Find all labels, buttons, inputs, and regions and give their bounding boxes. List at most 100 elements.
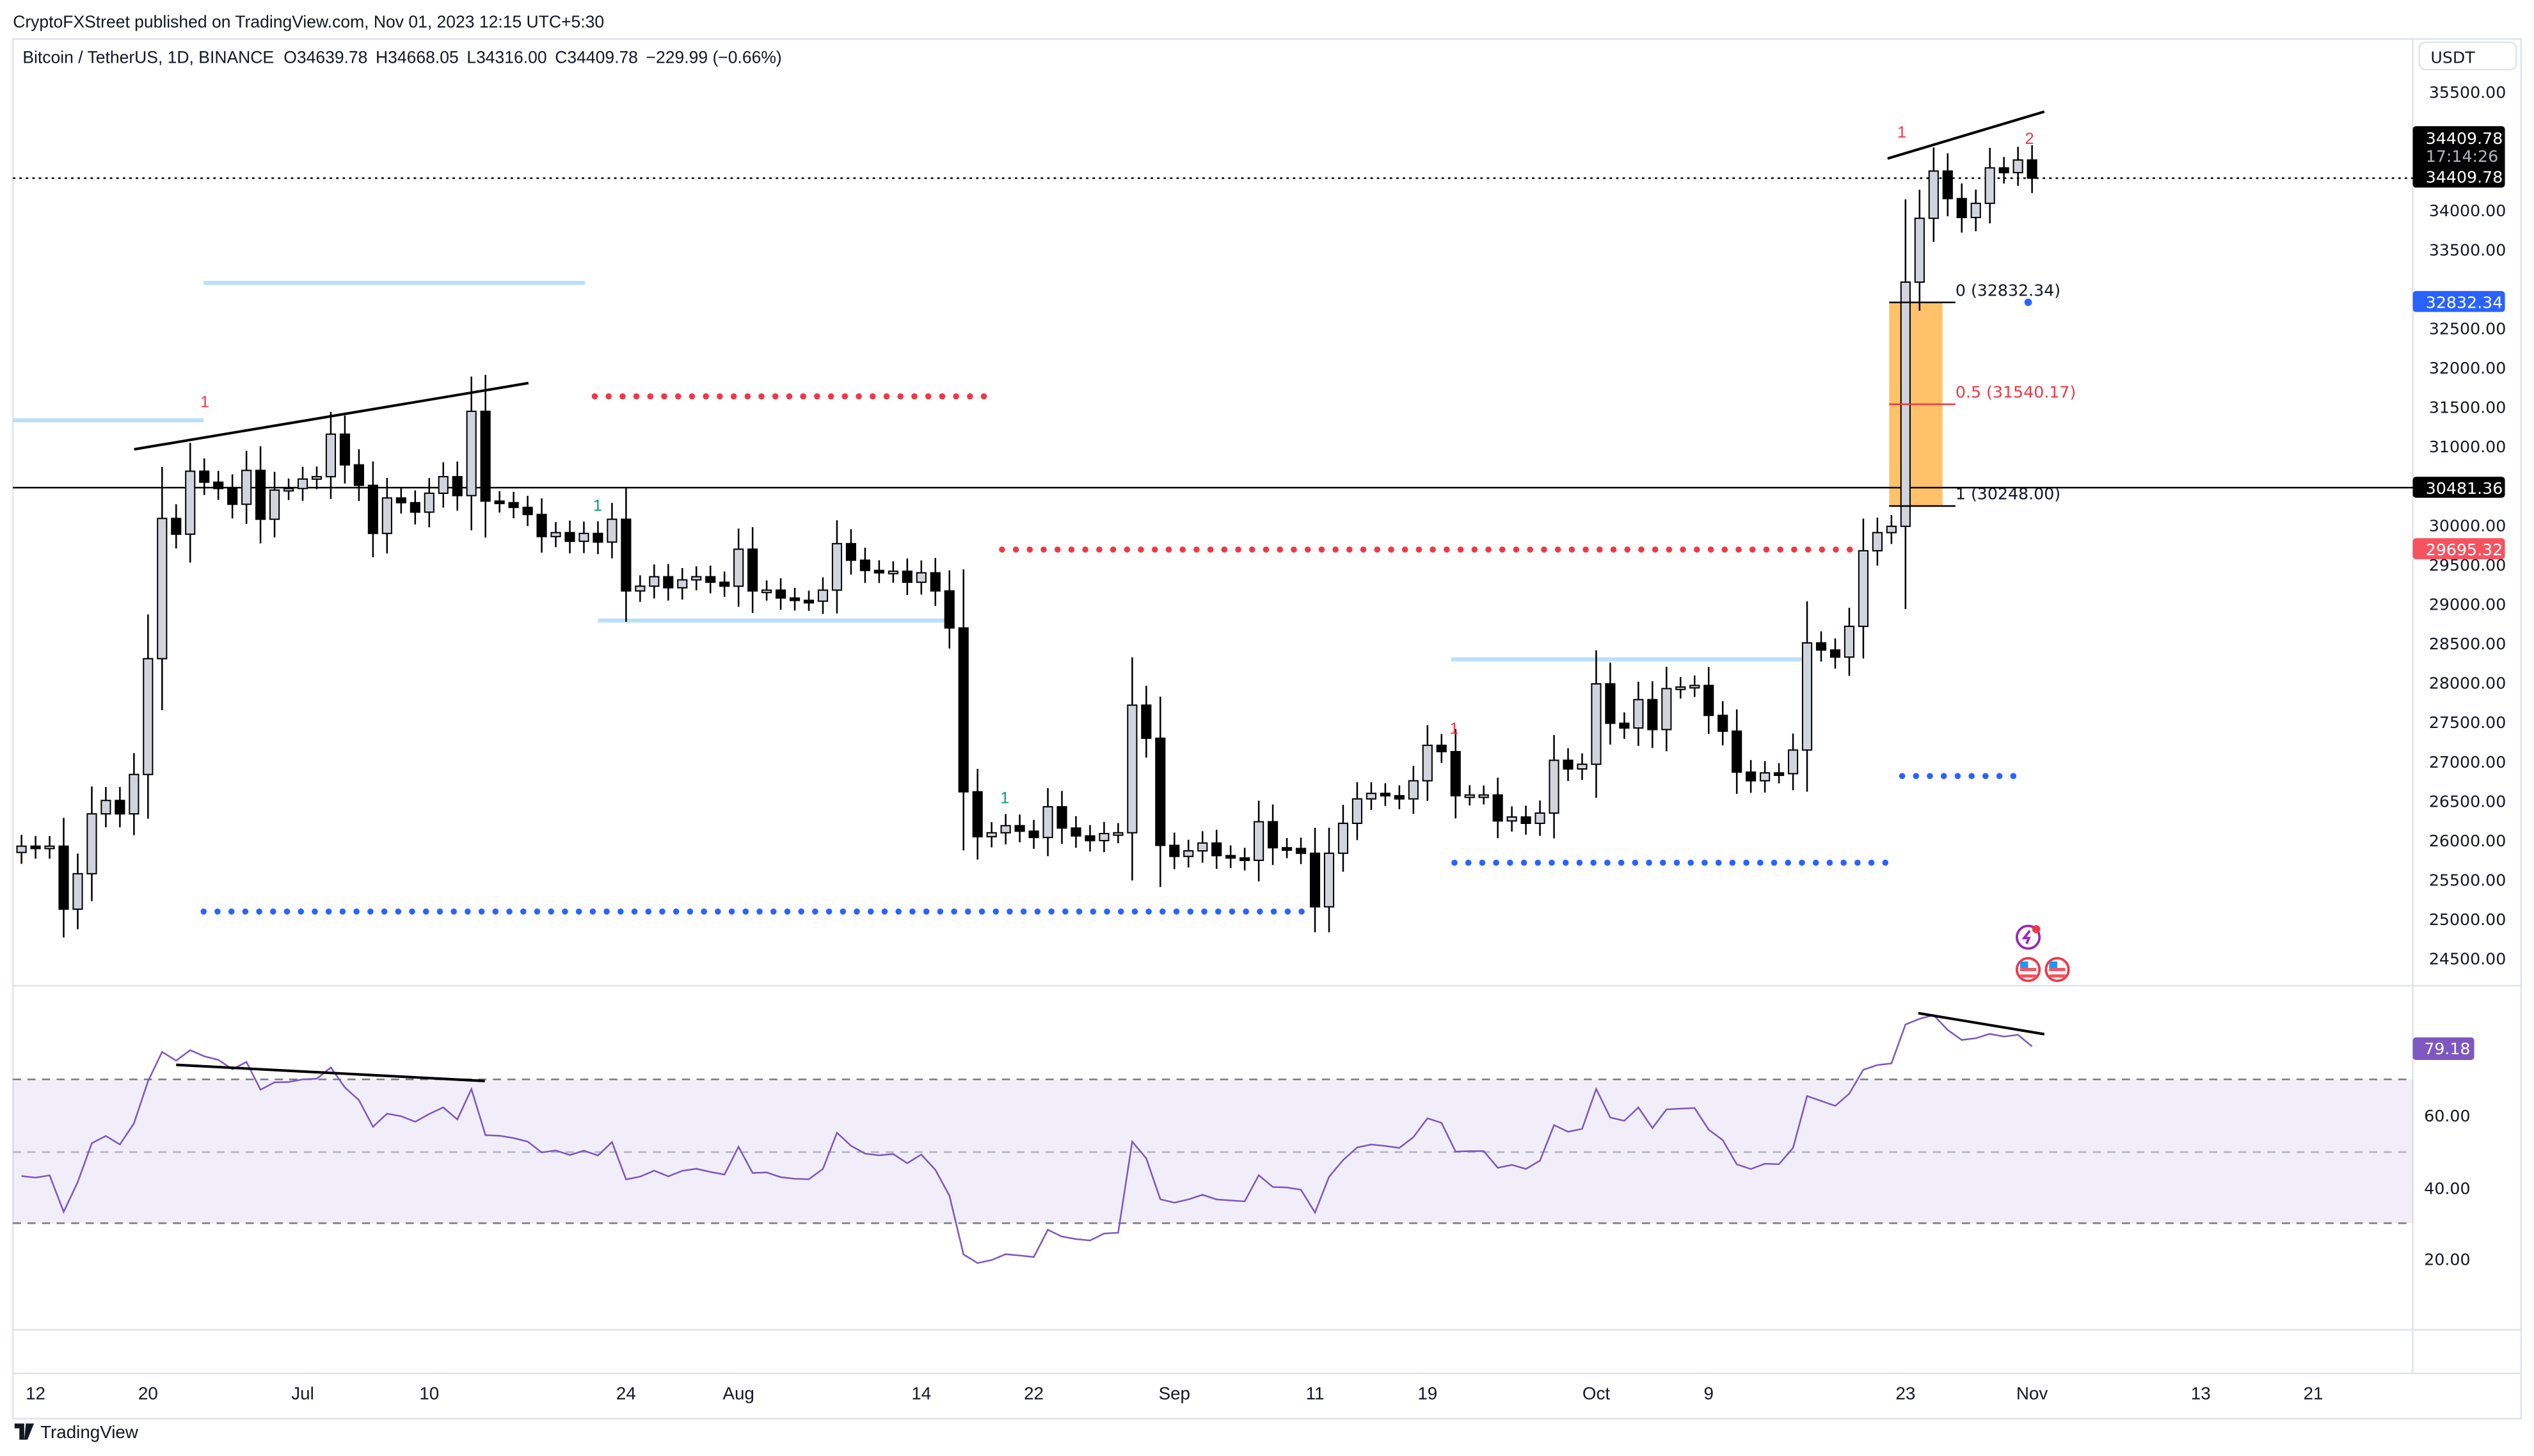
- target-dot: [2024, 298, 2032, 306]
- resistance-dot: [591, 393, 598, 400]
- resistance-dot: [633, 393, 640, 400]
- resistance-dot: [1401, 546, 1408, 553]
- support-dot: [951, 908, 957, 915]
- candle-down: [1732, 730, 1742, 773]
- support-dot: [492, 908, 499, 915]
- resistance-dot: [744, 393, 751, 400]
- time-axis[interactable]: 12 20 Jul 10 24 Aug 14 22 Sep 11 19 Oct 9 23 Nov 13 21: [26, 1383, 2323, 1403]
- resistance-dot: [1110, 546, 1117, 553]
- support-dot: [422, 908, 429, 915]
- candle-down: [1956, 198, 1967, 219]
- support-dot: [756, 908, 763, 915]
- candle-up: [635, 585, 646, 592]
- rsi-tick: 40.00: [2424, 1180, 2470, 1198]
- support-dot: [1257, 908, 1263, 915]
- support-dot: [589, 908, 596, 915]
- candle-up: [1534, 812, 1545, 824]
- trendline: [134, 381, 529, 451]
- price-badges: 34409.78 17:14:26 34409.78 32832.34 3048…: [2412, 126, 2505, 560]
- resistance-dot: [1749, 546, 1756, 553]
- candle-up: [1689, 684, 1700, 689]
- us-flag-event-icon[interactable]: [2015, 956, 2041, 983]
- candle-up: [1661, 688, 1672, 731]
- support-dot: [450, 908, 457, 915]
- support-dot: [1465, 859, 1472, 866]
- candles-layer: [16, 145, 2037, 938]
- candle-down: [30, 845, 41, 850]
- support-dot: [1604, 859, 1611, 866]
- support-dot: [923, 908, 930, 915]
- drawings-layer[interactable]: [13, 177, 2413, 915]
- tradingview-logo[interactable]: TradingView: [14, 1422, 139, 1442]
- time-tick: 24: [616, 1383, 636, 1403]
- countdown-badge: 17:14:26: [2426, 147, 2498, 166]
- resistance-dot: [800, 393, 806, 400]
- candle-up: [888, 570, 898, 574]
- time-tick: 20: [138, 1383, 158, 1403]
- candle-up: [1886, 525, 1897, 534]
- resistance-dot: [1277, 546, 1284, 553]
- support-dot: [1982, 773, 1989, 779]
- resistance-dot: [1332, 546, 1339, 553]
- support-dot: [728, 908, 735, 915]
- candle-up: [100, 800, 111, 815]
- candle-up: [1408, 780, 1419, 800]
- support-dot: [1854, 859, 1861, 866]
- support-dot: [1826, 859, 1833, 866]
- support-dot: [1757, 859, 1764, 866]
- resistance-dot: [1138, 546, 1144, 553]
- support-dot: [1882, 859, 1889, 866]
- resistance-dot: [1207, 546, 1214, 553]
- time-tick: 19: [1417, 1383, 1437, 1403]
- support-dot: [1020, 908, 1027, 915]
- currency-button[interactable]: USDT: [2418, 41, 2517, 71]
- candle-up: [241, 470, 252, 505]
- price-axis[interactable]: 35500.00 34000.00 33500.00 32500.00 32000.00…: [2429, 83, 2506, 969]
- resistance-dot: [1235, 546, 1241, 553]
- support-dot: [381, 908, 388, 915]
- support-dot: [1215, 908, 1222, 915]
- candle-down: [494, 500, 505, 505]
- candle-up: [691, 576, 702, 581]
- resistance-dot: [911, 393, 918, 400]
- resistance-dot: [856, 393, 862, 400]
- candle-down: [1085, 835, 1096, 842]
- candle-down: [227, 487, 238, 505]
- support-dot: [228, 908, 235, 915]
- candle-down: [1520, 816, 1531, 824]
- candle-down: [747, 548, 758, 592]
- price-tick: 31000.00: [2429, 438, 2506, 456]
- support-dot: [256, 908, 262, 915]
- svg-text:TradingView: TradingView: [40, 1422, 139, 1442]
- support-dot: [1868, 859, 1875, 866]
- published-caption: CryptoFXStreet published on TradingView.…: [13, 12, 604, 31]
- support-dot: [1131, 908, 1138, 915]
- candle-down: [1394, 795, 1405, 800]
- candle-up: [1127, 704, 1138, 834]
- time-tick: Oct: [1582, 1383, 1610, 1403]
- support-dot: [1968, 773, 1975, 779]
- support-dot: [1243, 908, 1249, 915]
- candle-down: [958, 627, 969, 793]
- resistance-dot: [1151, 546, 1158, 553]
- support-dot: [1715, 859, 1722, 866]
- candle-up: [1113, 832, 1124, 836]
- ohlc-close: C34409.78: [555, 48, 638, 67]
- candle-down: [410, 502, 420, 513]
- candle-down: [58, 845, 69, 910]
- candle-up: [1858, 550, 1869, 628]
- rsi-band: [13, 1079, 2413, 1224]
- us-flag-event-icon[interactable]: [2044, 956, 2070, 983]
- candle-down: [719, 582, 730, 587]
- candle-up: [16, 845, 27, 853]
- price-tick: 33500.00: [2429, 241, 2506, 259]
- candle-down: [508, 502, 519, 509]
- support-dot: [742, 908, 749, 915]
- candle-up: [1591, 683, 1602, 765]
- time-tick: 11: [1306, 1383, 1325, 1403]
- earnings-event-icon[interactable]: [2015, 924, 2041, 950]
- support-dot: [367, 908, 374, 915]
- candle-down: [452, 476, 463, 496]
- support-dot: [1785, 859, 1792, 866]
